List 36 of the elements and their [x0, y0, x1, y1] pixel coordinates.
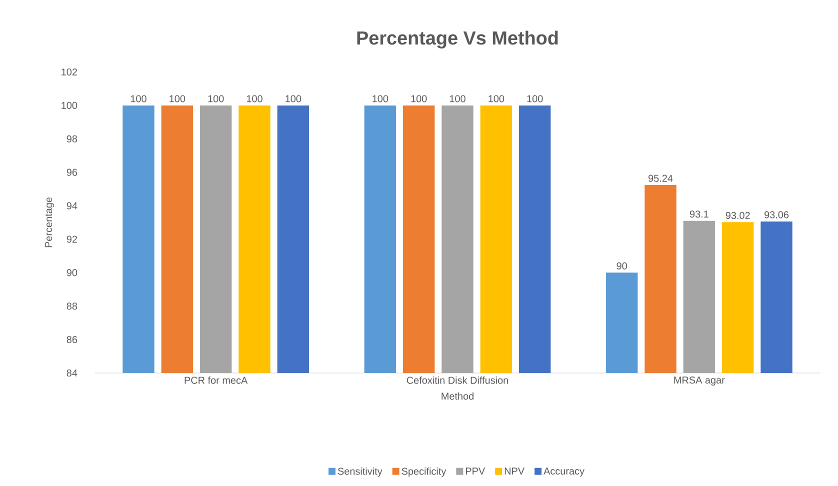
x-axis-title: Method: [442, 392, 474, 400]
legend-label: NPV: [504, 468, 525, 475]
data-label: 100: [130, 95, 146, 102]
data-label: 100: [208, 95, 224, 102]
data-label: 100: [286, 95, 302, 102]
chart-title: Percentage Vs Method: [357, 30, 558, 49]
data-label: 95.24: [648, 174, 673, 182]
data-label: 100: [170, 95, 186, 102]
legend-label: Specificity: [402, 467, 446, 477]
data-label: 90: [616, 262, 627, 270]
x-tick-label: MRSA agar: [674, 376, 725, 386]
legend-label: PPV: [466, 468, 486, 475]
data-label: 100: [488, 95, 504, 102]
data-label: 100: [372, 95, 388, 102]
x-tick-label: Cefoxitin Disk Diffusion: [406, 376, 508, 384]
legend-label: Sensitivity: [338, 467, 382, 477]
data-label: 100: [246, 95, 262, 102]
data-label: 100: [527, 95, 543, 102]
data-label: 100: [450, 95, 466, 102]
y-tick-label: 94: [66, 202, 78, 210]
y-tick-label: 84: [66, 369, 78, 377]
data-label: 93.02: [726, 212, 750, 219]
y-tick-label: 102: [62, 68, 77, 76]
x-tick-label: PCR for mecA: [184, 376, 248, 384]
data-label: 100: [411, 95, 427, 102]
y-axis-title: Percentage: [45, 197, 54, 248]
y-tick-label: 100: [62, 102, 78, 109]
data-label: 93.06: [764, 211, 789, 218]
y-tick-label: 90: [66, 269, 78, 276]
y-tick-label: 98: [66, 135, 78, 142]
y-tick-label: 88: [66, 302, 78, 310]
y-tick-label: 96: [66, 168, 78, 176]
y-tick-label: 86: [66, 336, 78, 344]
data-label: 93.1: [690, 210, 708, 218]
y-tick-label: 92: [66, 236, 77, 243]
legend-label: Accuracy: [544, 468, 584, 477]
